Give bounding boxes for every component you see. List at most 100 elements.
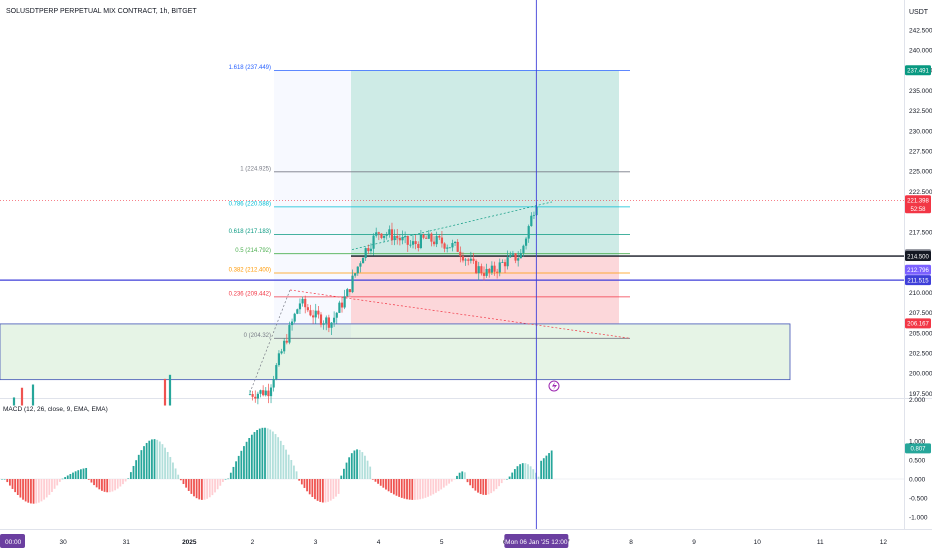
candle-body: [390, 229, 394, 241]
hline-price-badge: [905, 275, 931, 286]
price-tick-label: 222.500: [909, 189, 932, 196]
price-tick-label: 232.500: [909, 108, 932, 115]
macd-bar: [198, 479, 201, 500]
candle-body: [369, 248, 373, 252]
macd-bar: [448, 479, 450, 484]
price-tick-label: 207.500: [909, 310, 932, 317]
macd-bar: [424, 479, 427, 498]
macd-bar: [390, 479, 393, 493]
macd-bar: [298, 479, 301, 481]
candle-body: [396, 235, 399, 239]
macd-bar: [211, 479, 214, 496]
candle-body: [443, 243, 446, 249]
chart-title: SOLUSDTPERP PERPETUAL MIX CONTRACT, 1h, …: [6, 8, 197, 15]
candle-body: [168, 374, 172, 406]
candle-body: [290, 321, 294, 326]
hidden-price-badge-label: 212.796: [907, 268, 929, 274]
macd-bar: [287, 454, 290, 479]
macd-bar: [14, 479, 17, 493]
last-price-badge-label: 221.398: [907, 199, 929, 205]
macd-bar: [22, 479, 24, 500]
candle-body: [385, 234, 388, 236]
macd-bar: [8, 479, 11, 486]
drawing-tools[interactable]: 1.618 (237.449) 1 (224.925) 0.786 (220.588…: [0, 65, 904, 393]
macd-bar: [245, 441, 248, 479]
macd-bar: [243, 446, 245, 479]
candle-body: [493, 265, 496, 272]
macd-bar: [450, 479, 453, 482]
macd-bar: [508, 476, 511, 479]
macd-bar: [440, 479, 443, 490]
fib-level-label: 1.618 (237.449): [229, 65, 271, 71]
macd-pane[interactable]: [0, 399, 904, 529]
macd-title: MACD (12, 26, close, 9, EMA, EMA): [3, 406, 108, 413]
candle-body: [509, 254, 512, 258]
macd-bar: [37, 479, 40, 503]
macd-bar: [208, 479, 211, 498]
candle-body: [451, 243, 454, 248]
time-tick-label: 3: [314, 539, 318, 546]
macd-bar: [442, 479, 445, 488]
macd-bar: [40, 479, 43, 502]
price-tick-label: 230.000: [909, 128, 932, 135]
macd-bar: [503, 479, 506, 480]
macd-bar: [429, 479, 432, 496]
macd-bar: [458, 472, 461, 479]
currency-label[interactable]: USDT: [909, 9, 929, 16]
macd-bar: [416, 479, 419, 500]
macd-bar: [290, 459, 293, 479]
macd-tick-label: 0.000: [909, 477, 926, 484]
macd-bar: [224, 479, 227, 480]
candle-body: [348, 289, 352, 293]
candle-body: [335, 312, 338, 318]
cursor-time-badge: [504, 534, 569, 548]
macd-bar: [521, 463, 524, 479]
price-pane[interactable]: [0, 0, 904, 398]
time-tick-label: 12: [880, 539, 888, 546]
macd-bar: [179, 479, 182, 481]
candle-body: [364, 248, 367, 258]
macd-bar: [474, 479, 477, 491]
macd-bar: [90, 479, 93, 483]
macd-axis[interactable]: 2.000 1.000 0.500 0.000 -0.500 -1.000: [909, 397, 928, 522]
macd-bar: [279, 440, 282, 479]
candle-body: [367, 248, 370, 252]
candle-body: [519, 252, 522, 259]
macd-bar: [537, 476, 540, 479]
macd-bar: [369, 466, 372, 479]
event-marker-icon[interactable]: [548, 380, 560, 392]
macd-bar: [222, 479, 224, 483]
candle-body: [375, 232, 378, 236]
fib-level-label: 0.236 (209.442): [229, 291, 271, 297]
macd-bar: [395, 479, 398, 496]
candle-body: [269, 387, 273, 397]
macd-bar: [56, 479, 59, 486]
macd-bar: [277, 437, 280, 479]
price-tick-label: 205.000: [909, 330, 932, 337]
candle-body: [296, 309, 299, 314]
candle-body: [351, 275, 354, 293]
price-tick-label: 227.500: [909, 149, 932, 156]
macd-bar: [311, 479, 314, 497]
risk-zone: [351, 256, 619, 324]
candle-body: [285, 340, 288, 343]
time-axis[interactable]: 3031202523456789101112Mon 06 Jan '25 12:…: [59, 534, 887, 548]
macd-bar: [419, 479, 422, 500]
candle-body: [280, 351, 283, 354]
candle-body: [301, 298, 304, 304]
candle-body: [414, 241, 417, 245]
macd-bar: [293, 465, 295, 479]
macd-bar: [364, 455, 366, 479]
candle-body: [259, 390, 262, 394]
candle-body: [304, 298, 307, 308]
macd-bar: [101, 479, 103, 491]
macd-bar: [285, 449, 287, 479]
fib-level-label: 0 (204.32): [244, 333, 271, 339]
time-tick-label: 2025: [182, 539, 197, 546]
macd-bar: [161, 444, 164, 479]
macd-bar: [500, 479, 503, 484]
macd-bar: [353, 450, 356, 479]
macd-bar: [385, 479, 387, 490]
macd-bar: [437, 479, 440, 492]
